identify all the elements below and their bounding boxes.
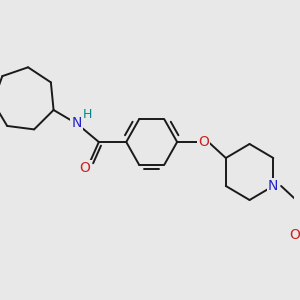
Text: O: O [198, 135, 209, 149]
Text: N: N [268, 179, 278, 193]
Text: O: O [290, 228, 300, 242]
Text: H: H [82, 107, 92, 121]
Text: N: N [71, 116, 82, 130]
Text: O: O [80, 161, 91, 175]
